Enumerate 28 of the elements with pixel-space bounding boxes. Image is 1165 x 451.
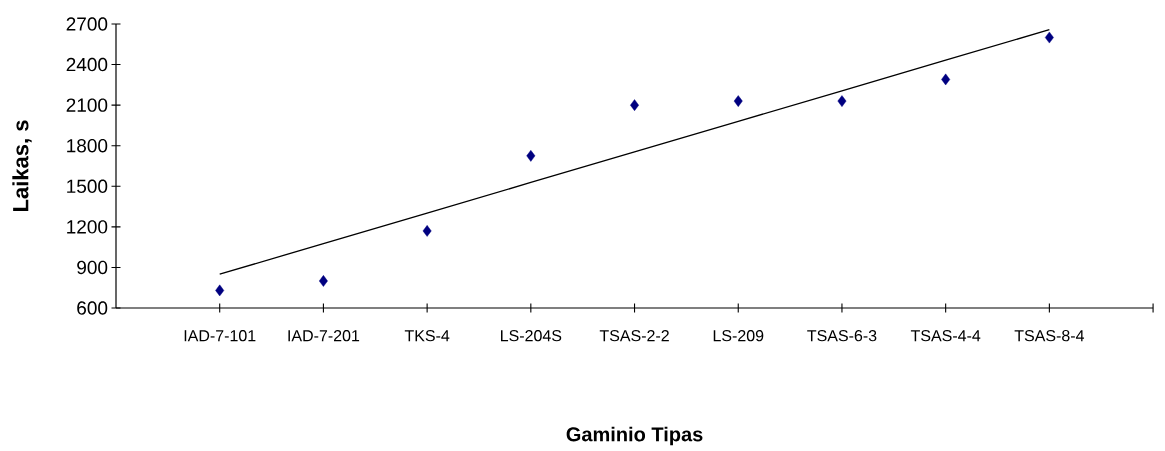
y-tick-label: 1200 <box>67 220 108 234</box>
x-tick-label: LS-204S <box>501 330 562 342</box>
x-tick-label: TSAS-8-4 <box>1014 330 1085 342</box>
x-tick-label: IAD-7-201 <box>288 330 360 342</box>
y-tick-label: 1500 <box>67 179 108 194</box>
x-tick-label: TKS-4 <box>404 330 450 342</box>
x-tick-label: LS-209 <box>713 330 764 342</box>
point <box>319 275 328 287</box>
y-tick-label: 1800 <box>67 138 108 153</box>
point <box>630 99 639 111</box>
point <box>941 73 951 86</box>
x-tick-label: IAD-7-101 <box>184 330 256 342</box>
y-axis-title: Laikas, s <box>12 120 32 212</box>
x-axis-title: Gaminio Tipas <box>566 426 703 446</box>
y-tick-label: 2400 <box>66 57 108 72</box>
x-tick-label: TSAS-2-2 <box>599 330 669 342</box>
y-tick-label: 2700 <box>66 17 108 31</box>
point <box>526 150 536 162</box>
y-tick-label: 900 <box>77 260 108 275</box>
point <box>837 95 847 107</box>
point <box>215 284 225 297</box>
point <box>733 95 743 107</box>
y-tick-label: 2100 <box>66 98 108 112</box>
x-tick-label: TSAS-6-3 <box>807 330 877 342</box>
x-tick-label: TSAS-4-4 <box>910 330 981 342</box>
y-tick-label: 600 <box>77 301 108 315</box>
point <box>422 225 432 237</box>
point <box>1044 31 1054 44</box>
